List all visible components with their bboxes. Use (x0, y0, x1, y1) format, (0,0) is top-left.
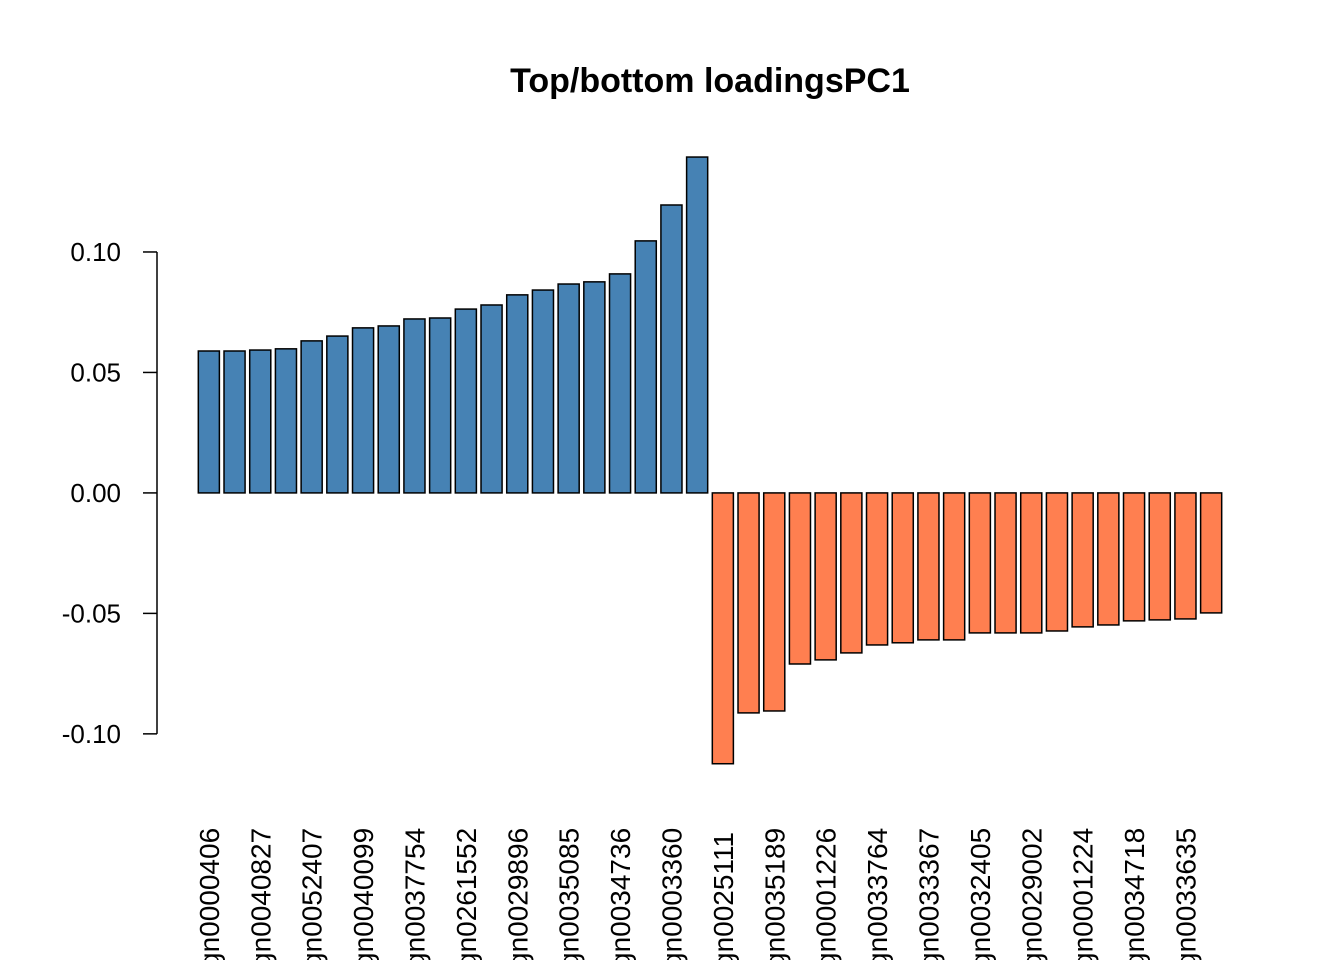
bar (865, 492, 889, 646)
bar (660, 204, 683, 494)
x-tick-label: gn0040099 (348, 828, 379, 960)
x-tick-label: gn0035085 (554, 828, 585, 960)
bar (274, 348, 298, 494)
bar (454, 308, 478, 494)
x-tick-label: gn0032405 (965, 828, 996, 960)
bar (788, 492, 812, 665)
bar (403, 318, 426, 494)
bar (942, 492, 966, 641)
bar (608, 273, 632, 494)
x-tick-label: gn0001224 (1068, 828, 1099, 960)
bar (248, 349, 272, 494)
bar (840, 492, 863, 654)
bar (1097, 492, 1120, 626)
bar (223, 350, 246, 494)
bar (891, 492, 915, 644)
bar (814, 492, 837, 661)
bar (583, 281, 606, 494)
x-tick-label: gn0001226 (811, 828, 842, 960)
bar (557, 283, 580, 494)
x-tick-label: gn0034736 (605, 828, 636, 960)
x-tick-label: gn0052407 (297, 828, 328, 960)
x-tick-label: gn0040827 (245, 828, 276, 960)
bar (1122, 492, 1146, 622)
bar (1148, 492, 1172, 621)
bar (917, 492, 940, 641)
bar (480, 304, 503, 494)
bar (994, 492, 1017, 634)
y-tick-label: 0.10 (70, 237, 121, 267)
bar (711, 492, 735, 765)
x-tick-label: gn0261552 (451, 828, 482, 960)
x-tick-label: gn0033367 (913, 828, 944, 960)
bar (1019, 492, 1043, 634)
x-tick-label: gn0003360 (656, 828, 687, 960)
x-tick-label: gn0000406 (194, 828, 225, 960)
x-tick-label: gn0025111 (708, 832, 739, 960)
x-tick-label: gn0033764 (862, 828, 893, 960)
bar (762, 492, 786, 712)
x-tick-label: gn0035189 (759, 828, 790, 960)
bar (634, 240, 658, 494)
y-tick-label: 0.05 (70, 357, 121, 387)
bar (300, 340, 323, 494)
y-tick-label: -0.10 (62, 719, 121, 749)
bar (1071, 492, 1094, 628)
bar (531, 289, 555, 494)
bar (351, 327, 375, 494)
bar (505, 294, 529, 494)
bar (685, 156, 709, 494)
x-tick-label: gn0033635 (1170, 828, 1201, 960)
bar (1045, 492, 1069, 632)
y-tick-label: -0.05 (62, 598, 121, 628)
bar (737, 492, 760, 714)
bar (1199, 492, 1223, 614)
x-tick-label: gn0034718 (1119, 828, 1150, 960)
bar (1174, 492, 1197, 620)
bar (968, 492, 992, 634)
bar (197, 350, 221, 494)
x-tick-label: gn0029896 (502, 828, 533, 960)
y-tick-label: 0.00 (70, 478, 121, 508)
bar (377, 325, 401, 494)
x-tick-label: gn0029002 (1016, 828, 1047, 960)
bar (428, 317, 452, 494)
bar (326, 335, 349, 494)
chart-title: Top/bottom loadingsPC1 (510, 62, 910, 100)
x-tick-label: gn0037754 (399, 828, 430, 960)
